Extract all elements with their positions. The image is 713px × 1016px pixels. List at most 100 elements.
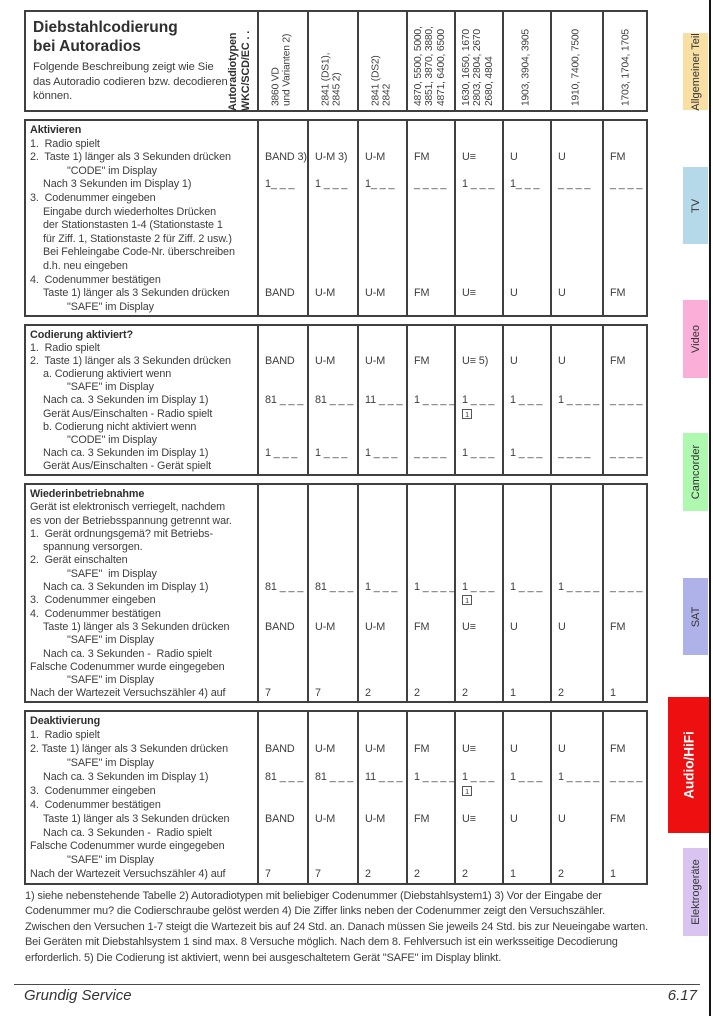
sidebar-tab-label: Camcorder — [689, 444, 702, 500]
line-text: Taste 1) länger als 3 Sekunden drücken — [43, 287, 230, 300]
table-line: Nach ca. 3 Sekunden im Display 1) 1 _ _ _… — [26, 447, 646, 460]
cell-value: 1 _ _ _ — [462, 770, 495, 783]
cell-value: U-M — [315, 287, 336, 300]
table-line: Nach ca. 3 Sekunden im Display 1) 81 _ _ … — [26, 581, 646, 594]
sidebar-tab-audio-hifi[interactable]: Audio/HiFi — [668, 697, 709, 833]
column-divider — [257, 326, 259, 474]
cell-value: 81 _ _ _ — [315, 581, 354, 594]
table-line: "SAFE" im Display — [26, 634, 646, 647]
table-line: es von der Betriebsspannung getrennt war… — [26, 515, 646, 528]
table-line: Nach ca. 3 Sekunden im Display 1) 81 _ _ … — [26, 394, 646, 407]
cell-value: U-M — [365, 355, 386, 368]
sidebar-tab-label: SAT — [689, 606, 702, 627]
cell-value: U — [558, 812, 566, 825]
page-title: Diebstahlcodierung bei Autoradios — [33, 19, 178, 56]
section-codierung-aktiviert: Codierung aktiviert? 1. Radio spielt 2. Ta… — [24, 324, 648, 476]
sidebar-tab-sat[interactable]: SAT — [683, 578, 708, 655]
cell-value: 1 _ _ _ — [462, 446, 495, 459]
attempt-counter-box: 1 — [462, 408, 472, 419]
cell-value: U — [558, 287, 566, 300]
column-divider — [454, 12, 456, 110]
column-divider — [357, 12, 359, 110]
line-text: 2. Gerät einschalten — [30, 554, 128, 567]
attempt-counter-box: 1 — [462, 595, 472, 606]
sidebar-tab-label: Allgemeiner Teil — [689, 32, 702, 111]
sidebar-tab-elektroger-te[interactable]: Elektrogeräte — [683, 848, 708, 936]
footnote-line: Bei Geräten mit Diebstahlsystem 1 sind m… — [25, 936, 618, 949]
column-divider — [550, 485, 552, 701]
cell-value: 1_ _ _ — [265, 178, 295, 191]
sidebar-tab-label: Video — [689, 325, 702, 353]
line-text: "SAFE" im Display — [67, 567, 157, 580]
cell-value: U≡ — [462, 742, 476, 755]
column-divider — [307, 121, 309, 315]
table-line: d.h. neu eingeben — [26, 260, 646, 274]
footnote-line: 1) siehe nebenstehende Tabelle 2) Autora… — [25, 890, 602, 902]
column-divider — [602, 12, 604, 110]
column-header-4: 4870, 5500, 5000, 3851, 3870, 3880, 4871, … — [406, 14, 454, 108]
line-text: 3. Codenummer eingeben — [30, 784, 156, 797]
cell-value: U — [558, 151, 566, 164]
cell-value: U-M 3) — [315, 151, 348, 164]
line-text: "SAFE" im Display — [67, 300, 154, 313]
footer-brand: Grundig Service — [24, 987, 132, 1004]
column-header-3: 2841 (DS2) 2842 — [357, 14, 406, 108]
line-text: "CODE" im Display — [67, 433, 157, 446]
cell-value: 1_ _ _ — [365, 178, 395, 191]
cell-value: _ _ _ _ — [558, 446, 591, 459]
table-line: Gerät ist elektronisch verriegelt, nachd… — [26, 501, 646, 514]
cell-value: 7 — [265, 687, 271, 700]
cell-value: FM — [414, 812, 430, 825]
line-text: "SAFE" im Display — [67, 381, 154, 394]
cell-value: 1 — [610, 868, 616, 881]
cell-value: U-M — [315, 355, 336, 368]
cell-value: U≡ — [462, 812, 476, 825]
table-line: Deaktivierung — [26, 715, 646, 729]
line-text: 3. Codenummer eingeben — [30, 191, 156, 204]
footnote-line: Zwischen den Versuchen 1-7 steigt die Wa… — [25, 920, 649, 933]
section-deaktivierung: Deaktivierung 1. Radio spielt 2. Taste 1) … — [24, 710, 648, 885]
table-line: 2. Taste 1) länger als 3 Sekunden drücke… — [26, 151, 646, 165]
table-line: Gerät Aus/Einschalten - Gerät spielt — [26, 460, 646, 473]
table-line: 3. Codenummer eingeben — [26, 192, 646, 206]
section-title: Wiederinbetriebnahme — [30, 488, 145, 500]
page-title-line2: bei Autoradios — [33, 37, 141, 55]
column-divider — [257, 121, 259, 315]
column-header-label: 3860 VD und Varianten 2) — [270, 33, 293, 106]
column-divider — [307, 326, 309, 474]
cell-value: 11 _ _ _ — [365, 770, 403, 783]
line-text: Nach der Wartezeit Versuchszähler 4) auf — [30, 868, 226, 881]
line-text: d.h. neu eingeben — [43, 259, 128, 272]
sidebar-tab-label: Elektrogeräte — [689, 859, 702, 925]
line-text: 4. Codenummer bestätigen — [30, 798, 161, 811]
cell-value: FM — [414, 620, 430, 633]
cell-value: 1 _ _ _ _ — [558, 770, 600, 783]
table-line: Nach der Wartezeit Versuchszähler 4) auf… — [26, 868, 646, 882]
column-divider — [602, 485, 604, 701]
sidebar-tab-camcorder[interactable]: Camcorder — [683, 433, 708, 511]
section-title: Codierung aktiviert? — [30, 329, 133, 341]
table-line: Taste 1) länger als 3 Sekunden drücken BA… — [26, 813, 646, 827]
cell-value: U-M — [365, 620, 386, 633]
table-line: 1. Radio spielt — [26, 729, 646, 743]
cell-value: U≡ — [462, 620, 476, 633]
table-line: Nach der Wartezeit Versuchszähler 4) auf… — [26, 687, 646, 700]
sidebar-tab-video[interactable]: Video — [683, 300, 708, 378]
line-text: Nach der Wartezeit Versuchszähler 4) auf — [30, 687, 226, 700]
sidebar-tab-tv[interactable]: TV — [683, 167, 708, 244]
cell-value: _ _ _ _ — [414, 446, 447, 459]
column-divider — [550, 326, 552, 474]
table-line: Nach 3 Sekunden im Display 1) 1_ _ _ 1 _ _… — [26, 178, 646, 192]
table-line: der Stationstasten 1-4 (Stationstaste 1 — [26, 219, 646, 233]
cell-value: U-M — [365, 742, 386, 755]
column-header-label: 1630, 1650, 1670 2803, 2804, 2670 2680, 48… — [460, 29, 495, 106]
sidebar-tab-allgemeiner-teil[interactable]: Allgemeiner Teil — [683, 33, 708, 110]
cell-value: 1 _ _ _ — [510, 446, 543, 459]
line-text: spannung versorgen. — [43, 541, 143, 554]
line-text: Nach ca. 3 Sekunden im Display 1) — [43, 770, 209, 783]
line-text: 4. Codenummer bestätigen — [30, 273, 161, 286]
table-line: 4. Codenummer bestätigen — [26, 799, 646, 813]
column-divider — [502, 326, 504, 474]
cell-value: 1 — [610, 687, 616, 700]
line-text: 1. Gerät ordnungsgemä? mit Betriebs- — [30, 527, 213, 540]
